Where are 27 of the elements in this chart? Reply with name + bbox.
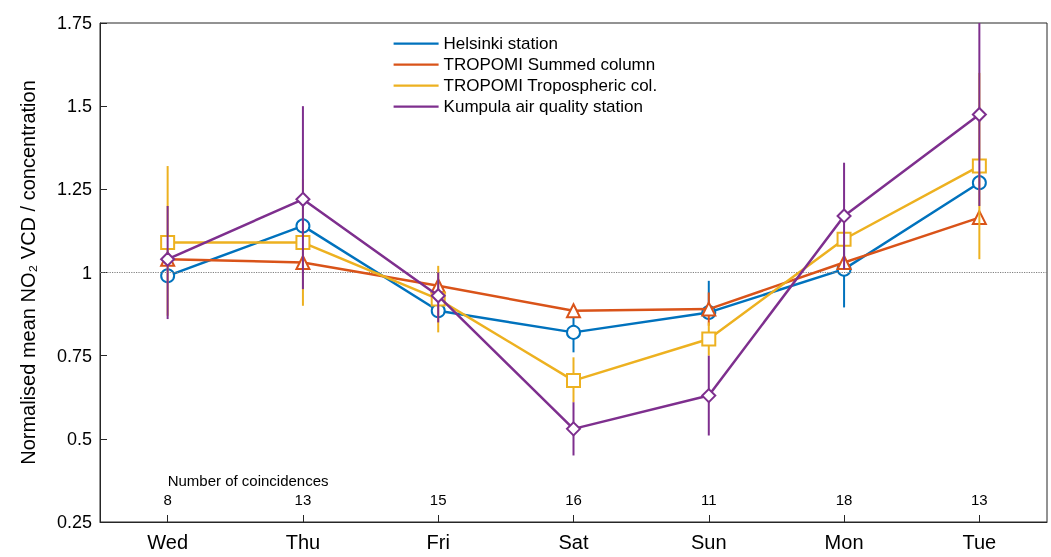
- y-tick-label: 0.25: [56, 512, 92, 532]
- y-axis-title: Normalised mean NO₂ VCD / concentration: [17, 80, 39, 465]
- annotation: 13: [971, 490, 988, 508]
- y-tick-label: 0.75: [56, 345, 92, 366]
- annotation: 16: [565, 490, 582, 508]
- y-tick-label: 0.5: [66, 428, 92, 449]
- x-tick-label: Tue: [962, 531, 997, 553]
- x-tick-label: Mon: [824, 531, 864, 553]
- y-tick-label: 1.5: [66, 96, 92, 117]
- legend-label: TROPOMI Summed column: [443, 55, 656, 74]
- x-tick-label: Sat: [558, 531, 589, 553]
- annotation: 11: [701, 490, 717, 508]
- x-tick-label: Fri: [426, 531, 450, 553]
- x-tick-label: Wed: [147, 531, 189, 553]
- annotation: 18: [835, 490, 853, 508]
- y-tick-label: 1.25: [56, 179, 92, 200]
- x-tick-label: Sun: [690, 531, 727, 553]
- legend-label: TROPOMI Tropospheric col.: [443, 76, 658, 95]
- annotation: Number of coincidences: [167, 471, 329, 489]
- y-tick-label: 1: [81, 262, 92, 283]
- annotation: 15: [429, 490, 447, 508]
- y-tick-label: 1.75: [56, 13, 92, 33]
- x-tick-label: Thu: [285, 531, 321, 553]
- legend-label: Helsinki station: [443, 34, 558, 53]
- annotation: 8: [163, 490, 172, 508]
- legend-label: Kumpula air quality station: [443, 97, 643, 116]
- annotation: 13: [294, 490, 312, 508]
